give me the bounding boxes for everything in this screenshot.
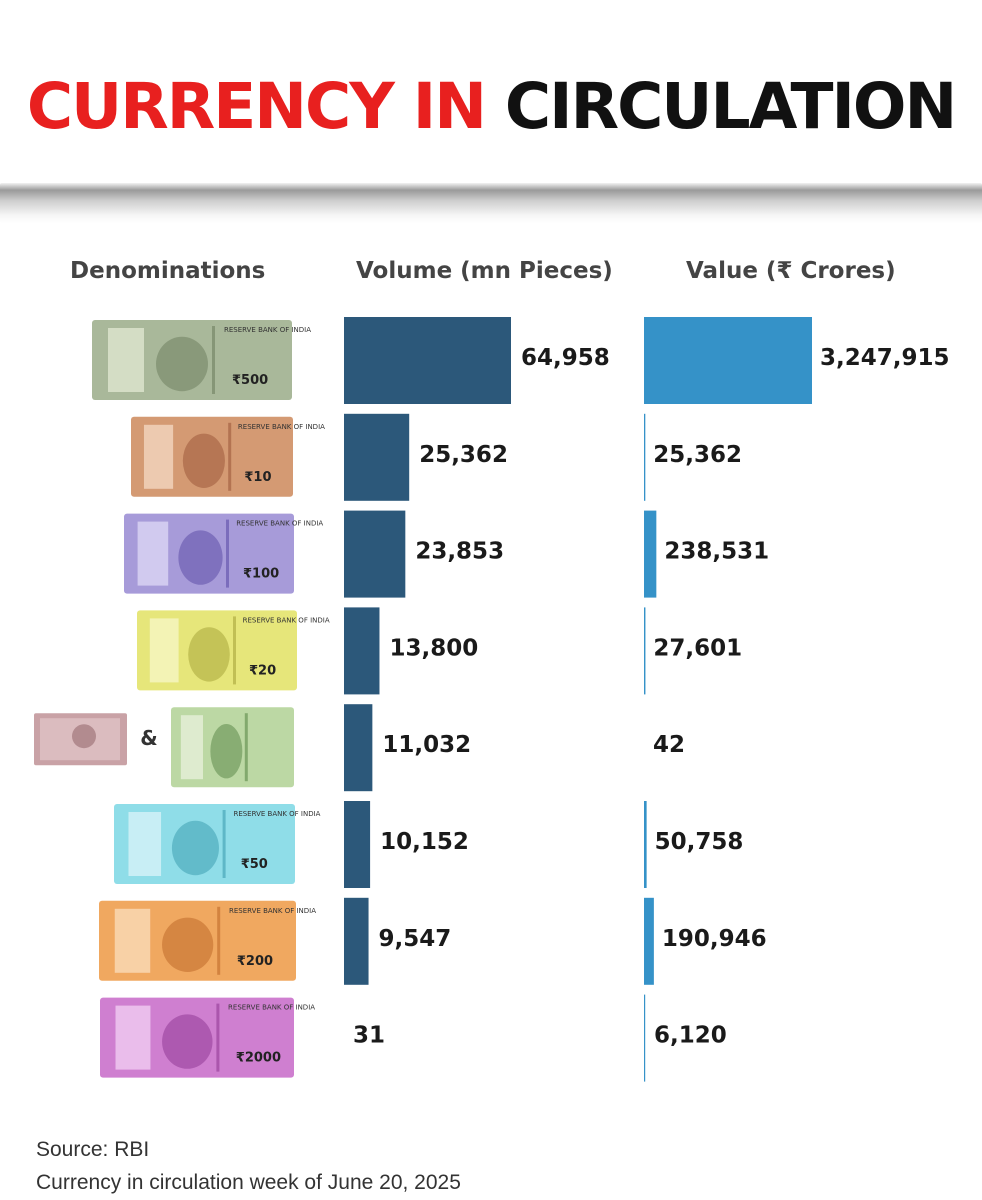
volume-label: 13,800: [389, 635, 478, 661]
ampersand-label: &: [140, 726, 157, 750]
banknote-2000: RESERVE BANK OF INDIA ₹2000: [100, 997, 315, 1078]
value-label: 25,362: [653, 442, 742, 468]
svg-text:₹10: ₹10: [244, 470, 271, 485]
value-bar: [644, 994, 646, 1082]
banknote-200: RESERVE BANK OF INDIA ₹200: [99, 900, 316, 981]
svg-text:₹500: ₹500: [232, 373, 268, 388]
value-label: 42: [653, 732, 685, 758]
title-divider: [0, 183, 982, 223]
banknote-100: RESERVE BANK OF INDIA ₹100: [124, 513, 323, 594]
value-label: 190,946: [662, 926, 767, 952]
svg-text:RESERVE BANK OF INDIA: RESERVE BANK OF INDIA: [224, 326, 311, 334]
value-label: 238,531: [664, 539, 769, 565]
volume-label: 64,958: [521, 345, 610, 371]
value-bar: [644, 510, 657, 598]
volume-label: 23,853: [415, 539, 504, 565]
svg-text:RESERVE BANK OF INDIA: RESERVE BANK OF INDIA: [243, 616, 330, 624]
banknote-1-rupee-old: [34, 713, 127, 766]
banknote-1-5: [171, 707, 294, 788]
header-volume: Volume (mn Pieces): [356, 258, 613, 284]
volume-bar: [344, 413, 410, 501]
volume-label: 31: [353, 1023, 385, 1049]
value-bar: [644, 897, 654, 985]
volume-label: 25,362: [419, 442, 508, 468]
value-bar: [644, 801, 647, 888]
value-bar: [644, 413, 646, 501]
volume-bar: [344, 607, 380, 695]
value-label: 50,758: [655, 829, 744, 855]
svg-text:RESERVE BANK OF INDIA: RESERVE BANK OF INDIA: [236, 520, 323, 528]
banknote-50: RESERVE BANK OF INDIA ₹50: [114, 804, 321, 884]
svg-text:RESERVE BANK OF INDIA: RESERVE BANK OF INDIA: [228, 1004, 315, 1012]
header-denominations: Denominations: [70, 258, 266, 284]
value-bar: [644, 607, 646, 695]
header-value: Value (₹ Crores): [686, 258, 896, 284]
source-note: Source: RBI: [36, 1138, 150, 1161]
svg-text:₹50: ₹50: [241, 857, 268, 872]
svg-text:₹20: ₹20: [249, 663, 276, 678]
volume-label: 9,547: [379, 926, 452, 952]
footnote: Currency in circulation week of June 20,…: [36, 1171, 461, 1194]
title-area: CURRENCY IN CIRCULATION: [0, 70, 982, 143]
circulation-chart: RESERVE BANK OF INDIA ₹500 64,958 3,247,915…: [34, 317, 950, 1082]
svg-text:RESERVE BANK OF INDIA: RESERVE BANK OF INDIA: [229, 907, 316, 915]
svg-text:₹200: ₹200: [237, 954, 273, 969]
title-part-black: CIRCULATION: [504, 70, 957, 143]
svg-text:₹100: ₹100: [243, 567, 279, 582]
volume-bar: [344, 317, 511, 404]
banknote-20: RESERVE BANK OF INDIA ₹20: [137, 610, 330, 691]
volume-label: 11,032: [382, 732, 471, 758]
volume-label: 10,152: [380, 829, 469, 855]
volume-bar: [344, 510, 406, 598]
value-label: 27,601: [653, 635, 742, 661]
svg-text:₹2000: ₹2000: [236, 1051, 281, 1066]
banknote-500: RESERVE BANK OF INDIA ₹500: [92, 320, 311, 400]
svg-text:RESERVE BANK OF INDIA: RESERVE BANK OF INDIA: [238, 423, 325, 431]
page-title: CURRENCY IN CIRCULATION: [0, 70, 982, 143]
svg-text:RESERVE BANK OF INDIA: RESERVE BANK OF INDIA: [233, 810, 320, 818]
value-label: 6,120: [654, 1023, 727, 1049]
volume-bar: [344, 801, 371, 888]
banknote-10: RESERVE BANK OF INDIA ₹10: [131, 416, 325, 497]
value-bar: [644, 317, 812, 404]
volume-bar: [344, 704, 373, 792]
title-part-red: CURRENCY IN: [26, 70, 487, 143]
value-label: 3,247,915: [820, 345, 950, 371]
volume-bar: [344, 897, 369, 985]
